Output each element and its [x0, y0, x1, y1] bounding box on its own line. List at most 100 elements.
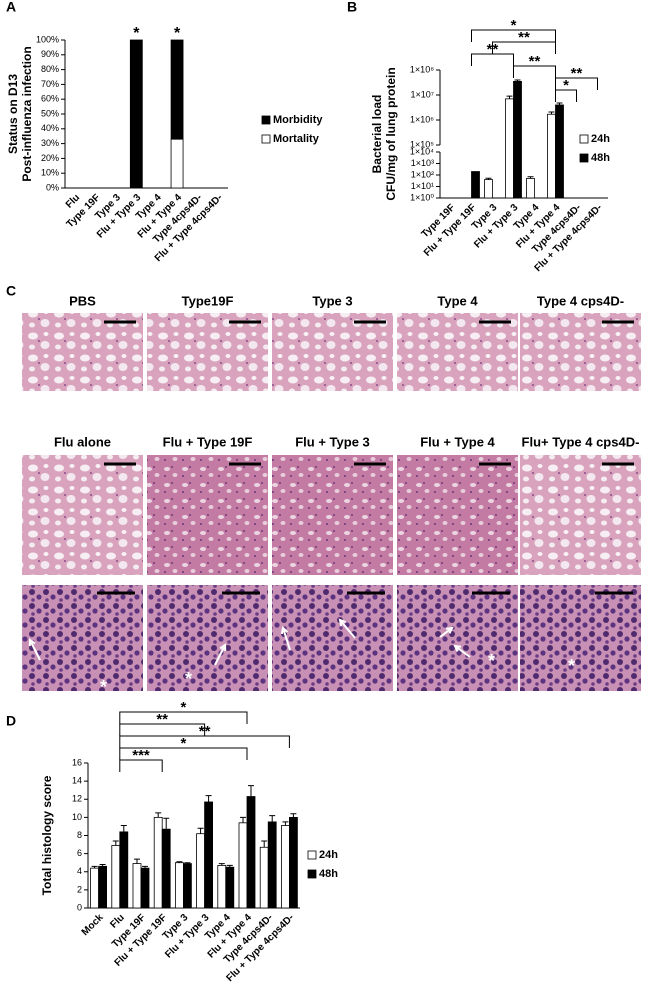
- significance-bracket: [471, 29, 556, 42]
- y-tick-label: 70%: [41, 79, 59, 89]
- bar: [161, 828, 171, 909]
- bar: [280, 825, 290, 909]
- significance-label: ***: [132, 747, 150, 764]
- legend-label: Mortality: [273, 133, 320, 145]
- error-bar: [506, 95, 513, 99]
- histology-image: [397, 313, 518, 391]
- error-bar: [527, 176, 534, 179]
- image-title: Flu + Type 4: [420, 434, 495, 449]
- significance-label: **: [571, 65, 583, 82]
- error-bar: [261, 840, 268, 848]
- y-tick-label: 1×10¹: [411, 181, 434, 191]
- arrow: [282, 627, 291, 651]
- significance-label: **: [518, 29, 530, 46]
- panel-c: C PBS Type19F Type 3 Type 4 Type 4 cps4D- Flu…: [6, 283, 641, 697]
- bar-segment: [129, 39, 143, 189]
- bar: [217, 865, 227, 909]
- y-tick-label: 1×10⁷: [410, 89, 434, 99]
- closeup-mark: *: [100, 677, 107, 697]
- histology-image: [272, 313, 393, 391]
- bar: [225, 866, 235, 909]
- y-axis-label: Total histology score: [40, 775, 54, 895]
- significance-label: *: [180, 735, 186, 752]
- error-bar: [112, 840, 119, 846]
- significance-mark: *: [133, 25, 140, 42]
- bar: [153, 816, 163, 909]
- image-title: Flu+ Type 4 cps4D-: [522, 434, 640, 449]
- legend-label: 48h: [319, 868, 338, 880]
- significance-bracket: [471, 53, 514, 66]
- histology-image: [147, 313, 268, 391]
- y-tick-label: 8: [77, 830, 82, 840]
- panel-letter: D: [6, 713, 16, 729]
- panel-letter: A: [6, 0, 16, 15]
- image-title: Type 3: [312, 293, 352, 308]
- bar: [259, 846, 269, 909]
- bar: [140, 867, 150, 909]
- significance-mark: *: [174, 25, 181, 42]
- error-bar: [205, 795, 212, 802]
- bar: [246, 796, 256, 909]
- bar: [471, 171, 480, 199]
- panel-letter: B: [347, 0, 357, 15]
- legend-label: 48h: [591, 152, 610, 164]
- panel-letter: C: [6, 283, 16, 299]
- error-bar: [184, 862, 191, 864]
- bar: [526, 178, 535, 199]
- image-title: Type 4: [437, 293, 478, 308]
- significance-bracket: [513, 65, 556, 78]
- bar: [267, 821, 277, 909]
- error-bar: [226, 864, 233, 868]
- y-axis-label: Status on D13: [6, 74, 20, 154]
- legend-label: Morbidity: [273, 114, 323, 126]
- y-tick-label: 14: [72, 776, 82, 786]
- histology-image: [272, 455, 393, 575]
- bar: [132, 863, 142, 909]
- bar: [547, 113, 556, 199]
- histology-image: [397, 455, 518, 575]
- error-bar: [163, 817, 170, 830]
- y-tick-label: 100%: [36, 34, 59, 44]
- legend-swatch: [261, 134, 271, 144]
- closeup-image: [147, 585, 268, 691]
- y-tick-label: 80%: [41, 64, 59, 74]
- significance-bracket: [119, 735, 290, 748]
- y-axis-label: Bacterial load: [370, 95, 384, 174]
- image-title: Flu alone: [54, 434, 111, 449]
- significance-label: **: [156, 711, 168, 728]
- error-bar: [176, 861, 183, 863]
- significance-bracket: [119, 759, 163, 772]
- significance-label: *: [180, 699, 186, 716]
- x-tick-label: Mock: [80, 912, 106, 938]
- arrow: [439, 627, 453, 638]
- y-axis-label: CFU/mg of lung protein: [384, 67, 398, 200]
- legend-swatch: [307, 850, 317, 860]
- error-bar: [134, 858, 140, 864]
- y-tick-label: 4: [77, 866, 82, 876]
- y-tick-label: 1×10⁸: [410, 64, 434, 74]
- error-bar: [269, 815, 276, 822]
- significance-bracket: [555, 89, 577, 102]
- bar: [119, 831, 129, 909]
- significance-label: **: [199, 723, 211, 740]
- legend-swatch: [307, 869, 317, 879]
- bar: [555, 104, 564, 199]
- error-bar: [99, 864, 106, 867]
- y-tick-label: 30%: [41, 138, 59, 148]
- bar-segment: [170, 39, 184, 140]
- y-tick-label: 1×10⁶: [410, 114, 434, 124]
- y-tick-label: 40%: [41, 123, 59, 133]
- bar: [484, 179, 493, 199]
- legend-swatch: [261, 115, 271, 125]
- bar: [111, 845, 121, 909]
- histology-image: [22, 455, 143, 575]
- bar: [182, 863, 192, 909]
- closeup-mark: *: [185, 669, 192, 689]
- image-title: Type 4 cps4D-: [537, 293, 624, 308]
- histology-image: [520, 313, 641, 391]
- error-bar: [290, 813, 297, 818]
- error-bar: [120, 825, 127, 832]
- y-tick-label: 10%: [41, 168, 59, 178]
- error-bar: [248, 785, 254, 797]
